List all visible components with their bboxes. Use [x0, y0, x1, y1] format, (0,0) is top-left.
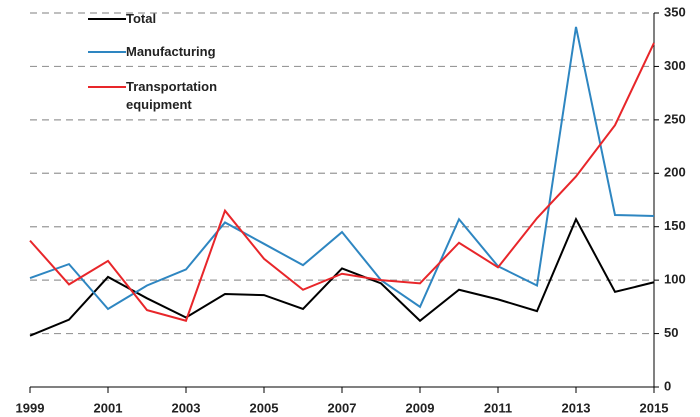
y-tick-label: 350: [664, 4, 686, 19]
data-line: [29, 42, 655, 322]
x-tick-label: 2013: [562, 400, 591, 415]
y-tick-label: 0: [664, 378, 671, 393]
legend-item: Total: [88, 10, 246, 28]
x-tick-label: 2001: [94, 400, 123, 415]
x-tick-label: 2007: [328, 400, 357, 415]
data-line: [29, 26, 655, 311]
y-tick-label: 250: [664, 111, 686, 126]
y-tick-label: 100: [664, 272, 686, 287]
y-tick-label: 150: [664, 218, 686, 233]
legend-item: Transportation equipment: [88, 78, 246, 114]
legend-swatch: [88, 51, 126, 53]
legend-item: Manufacturing: [88, 43, 246, 61]
legend-label: Transportation equipment: [126, 79, 218, 112]
legend-swatch: [88, 18, 126, 20]
x-tick-label: 2003: [172, 400, 201, 415]
legend-swatch: [88, 86, 126, 88]
legend-label: Manufacturing: [126, 44, 216, 59]
x-tick-label: 2015: [640, 400, 669, 415]
y-tick-label: 200: [664, 165, 686, 180]
x-tick-label: 2011: [484, 400, 512, 415]
x-tick-label: 2005: [250, 400, 279, 415]
legend-label: Total: [126, 11, 157, 26]
x-tick-label: 1999: [16, 400, 45, 415]
data-line: [29, 216, 655, 337]
y-tick-label: 300: [664, 58, 686, 73]
y-tick-label: 50: [664, 325, 678, 340]
x-tick-label: 2009: [406, 400, 435, 415]
